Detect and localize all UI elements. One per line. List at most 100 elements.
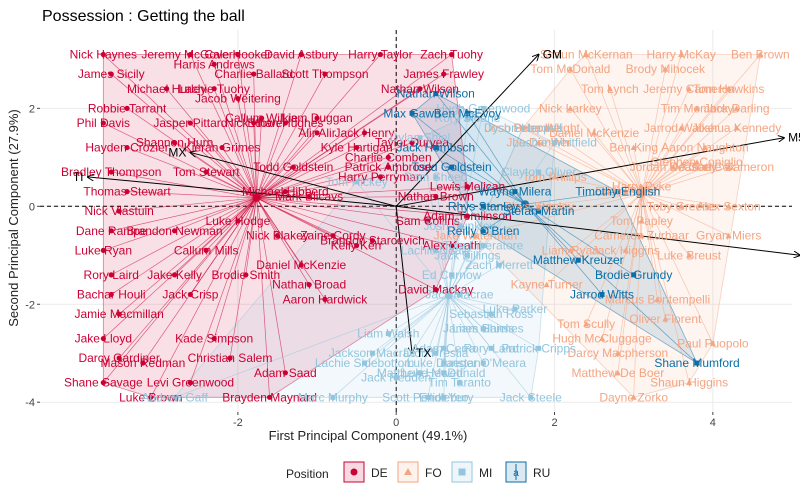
label-segment — [525, 191, 618, 205]
x-tick-label: 0 — [393, 417, 399, 429]
label-segment — [205, 197, 257, 251]
point-label: Shane Savage — [64, 376, 143, 390]
point-DE — [164, 86, 170, 92]
label-segment — [111, 73, 257, 199]
label-segment — [256, 197, 428, 222]
point-FO — [678, 203, 685, 209]
label-segment — [641, 127, 682, 194]
point-label: Oliver Florent — [629, 312, 702, 326]
point-DE — [464, 184, 471, 190]
label-segment — [633, 193, 643, 398]
point-MI — [354, 179, 360, 185]
point-DE — [354, 242, 360, 249]
label-segment — [641, 54, 682, 194]
centroid-RU — [521, 200, 530, 209]
point-label: Peter Wright — [513, 121, 580, 135]
point-label: Harris Andrews — [173, 57, 254, 71]
label-segment — [585, 54, 643, 194]
point-label: Daniel McKenzie — [549, 126, 639, 140]
point-RU — [449, 164, 455, 170]
point-label: Callum Wilkie — [225, 111, 298, 125]
point-label: Ben McEvoy — [434, 106, 501, 120]
point-FO — [725, 203, 732, 209]
point-label: Josh Dunkley — [424, 219, 496, 233]
point-label: Tom Phillips — [523, 170, 587, 184]
point-label: Michael Hurley — [127, 82, 206, 96]
label-segment — [570, 193, 643, 251]
label-segment — [150, 197, 257, 398]
point-label: Tim Membrey — [661, 101, 734, 115]
point-label: Jarrod Walker — [644, 121, 718, 135]
point-label: Tom Papley — [610, 214, 673, 228]
point-label: Marcus Bontempelli — [605, 292, 710, 306]
point-DE — [124, 105, 130, 111]
label-segment — [448, 295, 484, 329]
point-label: Luke McDonald — [402, 366, 485, 380]
legend-marker — [404, 468, 412, 475]
point-label: Liam Ryan — [542, 243, 599, 257]
point-label: Mason Cox — [675, 160, 736, 174]
point-label: Darcy Gardiner — [78, 351, 159, 365]
point-label: Kyle Hartigan — [321, 141, 393, 155]
chart-title: Possession : Getting the ball — [42, 8, 245, 25]
point-DE — [298, 262, 304, 268]
point-MI — [441, 394, 447, 400]
point-DE — [235, 51, 241, 58]
point-FO — [567, 66, 574, 72]
label-segment — [641, 193, 666, 320]
point-DE — [100, 120, 106, 126]
label-segment — [142, 197, 257, 364]
point-label: Nathan Wilson — [381, 82, 459, 96]
label-segment — [256, 197, 310, 285]
point-label: Jack Redden — [361, 371, 431, 385]
point-MI — [441, 370, 447, 376]
point-label: Clayton Oliver — [501, 165, 576, 179]
point-label: Tim Taranto — [428, 376, 491, 390]
label-segment — [448, 294, 539, 349]
point-label: Shaun McKernan — [540, 47, 633, 61]
label-segment — [641, 54, 761, 194]
loading-arrow — [396, 138, 784, 207]
point-label: Tom Scully — [557, 317, 615, 331]
point-label: Lachie Whitfield — [512, 136, 597, 150]
label-segment — [190, 54, 257, 199]
point-RU — [512, 189, 518, 195]
point-label: Kelly Kerr — [331, 238, 383, 252]
label-segment — [256, 197, 357, 246]
point-label: Bachar Houli — [77, 287, 146, 301]
point-FO — [733, 105, 740, 111]
label-segment — [103, 197, 257, 339]
point-label: Adam Saad — [254, 366, 317, 380]
point-DE — [203, 247, 209, 253]
point-label: Kade Simpson — [175, 332, 253, 346]
point-label: Rhys Stanley — [503, 199, 574, 213]
y-tick-label: 2 — [29, 103, 35, 115]
legend: Position DE FO MI a RU — [286, 461, 550, 483]
point-MI — [488, 345, 494, 351]
point-RU — [409, 110, 415, 116]
label-segment — [448, 264, 500, 296]
label-segment — [524, 203, 698, 364]
point-label: Charlie Ballard — [214, 67, 293, 81]
point-label: Jordan De Goey — [630, 160, 717, 174]
point-DE — [266, 394, 273, 400]
label-segment — [435, 250, 449, 296]
point-MI — [480, 326, 486, 332]
point-label: Jack Hombsch — [396, 141, 475, 155]
point-FO — [599, 335, 606, 342]
point-DE — [354, 144, 360, 151]
point-FO — [638, 232, 645, 239]
point-label: Tom Liberatore — [443, 238, 523, 252]
point-DE — [124, 144, 130, 151]
label-segment — [256, 117, 318, 199]
point-DE — [108, 228, 114, 234]
point-label: Charlie Comben — [345, 150, 432, 164]
label-segment — [585, 193, 643, 324]
point-MI — [441, 345, 447, 351]
label-segment — [538, 142, 643, 195]
point-DE — [108, 71, 114, 77]
label-segment — [213, 88, 257, 199]
label-segment — [256, 197, 278, 236]
